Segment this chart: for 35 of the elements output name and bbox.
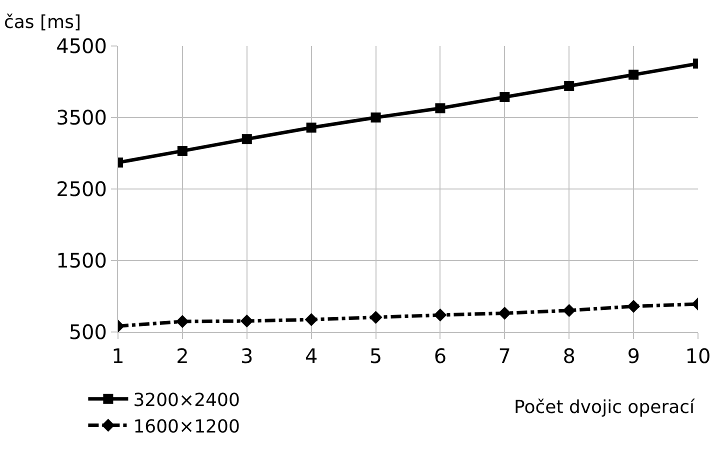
y-tick-label: 3500 (56, 106, 107, 130)
x-tick-label: 5 (369, 344, 382, 368)
point (242, 134, 252, 144)
point (627, 300, 640, 313)
y-tick-label: 500 (68, 320, 107, 344)
legend-label: 1600×1200 (133, 416, 240, 438)
legend-label: 3200×2400 (133, 390, 240, 411)
point (434, 308, 447, 322)
point (435, 103, 446, 114)
x-tick-label: 10 (685, 344, 711, 368)
x-tick-label: 4 (304, 344, 318, 368)
point (498, 306, 512, 320)
x-tick-label: 7 (498, 344, 512, 368)
point (304, 313, 318, 326)
point (628, 70, 639, 80)
point (369, 310, 382, 324)
point (562, 304, 576, 317)
x-tick-label: 8 (562, 344, 576, 368)
x-axis-title: Počet dvojic operací (514, 397, 696, 418)
x-tick-label: 9 (627, 344, 640, 368)
y-tick-label: 4500 (56, 34, 107, 58)
y-tick-label: 1500 (56, 248, 107, 272)
point (370, 112, 381, 122)
x-tick-label: 1 (112, 344, 124, 368)
point (240, 314, 254, 328)
point (306, 122, 316, 133)
point (564, 80, 574, 91)
x-tick-label: 6 (434, 344, 447, 368)
x-tick-label: 3 (240, 344, 254, 368)
point (500, 92, 510, 102)
y-axis-title: čas [ms] (4, 12, 81, 33)
x-tick-label: 2 (176, 344, 189, 368)
point (176, 314, 189, 328)
point (177, 146, 188, 156)
y-tick-label: 2500 (56, 177, 107, 201)
